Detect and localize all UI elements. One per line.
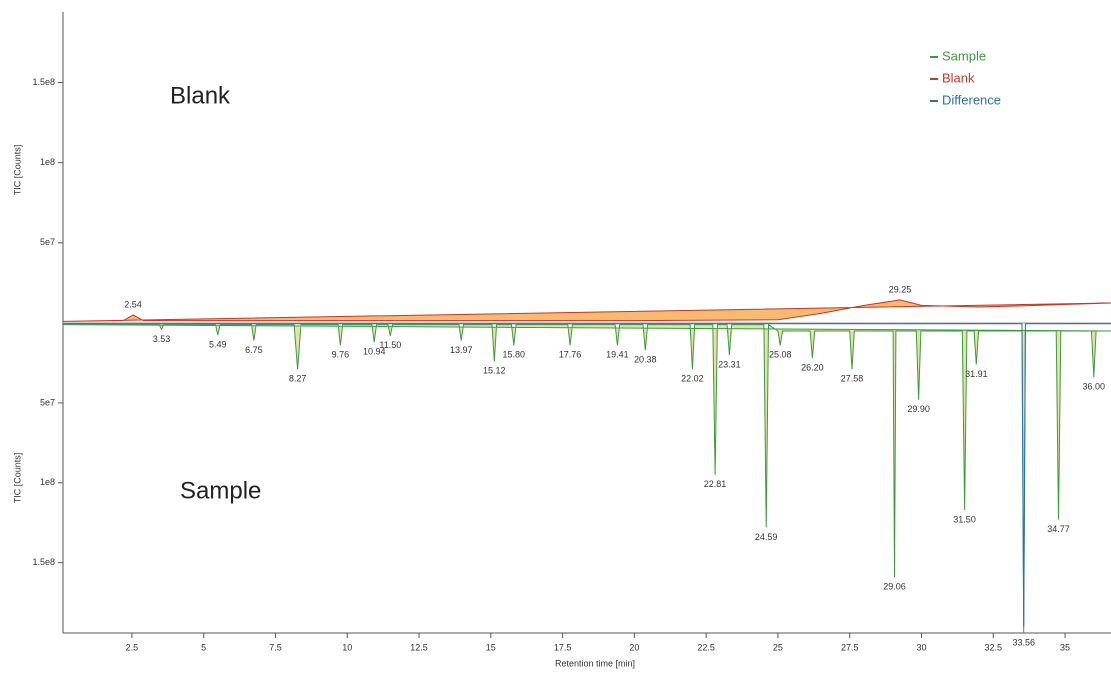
x-tick-label: 22.5 [697,642,715,652]
x-tick-label: 32.5 [985,642,1003,652]
peak-label: 25.08 [769,350,792,360]
peak-label: 29.90 [907,404,930,414]
peak-label: 10.94 [363,347,386,357]
y2-tick-label: 1.5e8 [32,557,55,567]
peak-label: 34.77 [1047,524,1070,534]
y-tick-label: 1.5e8 [32,77,55,87]
x-tick-label: 2.5 [126,642,139,652]
peak-label: 29.25 [889,284,912,294]
peak-label: 22.81 [704,479,727,489]
x-tick-label: 35 [1060,642,1070,652]
peak-label: 6.75 [245,345,263,355]
x-tick-label: 15 [486,642,496,652]
series-line [62,323,1111,634]
peak-label: 36.00 [1083,382,1106,392]
peak-label: 15.80 [503,350,526,360]
peak-label: 33.56 [1012,637,1035,647]
legend-label: Difference [942,92,1001,107]
y2-tick-label: 1e8 [40,477,55,487]
y-tick-label: 5e7 [40,237,55,247]
blank-annotation: Blank [170,82,231,109]
x-tick-label: 7.5 [269,642,282,652]
peak-label: 31.50 [953,514,976,524]
x-tick-label: 5 [201,642,206,652]
x-tick-label: 30 [916,642,926,652]
peak-label: 15.12 [483,366,506,376]
x-axis-label: Retention time [min] [555,658,635,668]
peak-label: 5.49 [209,339,227,349]
y2-tick-label: 5e7 [40,397,55,407]
x-tick-label: 20 [629,642,639,652]
peak-label: 23.31 [718,359,741,369]
y-axis-label: TIC [Counts] [12,145,22,196]
peak-label: 27.58 [841,374,864,384]
x-tick-label: 12.5 [410,642,428,652]
peak-label: 26.20 [801,363,824,373]
x-tick-label: 10 [342,642,352,652]
peak-label: 24.59 [755,532,778,542]
y-tick-label: 1e8 [40,157,55,167]
peak-label: 9.76 [332,350,350,360]
peak-label: 17.76 [559,350,582,360]
peak-label: 11.50 [379,340,401,350]
peak-label: 3.53 [153,334,171,344]
series-line [63,323,1111,627]
peak-label: 29.06 [883,581,906,591]
peak-label: 31.91 [965,369,988,379]
series-line [62,299,1111,322]
peak-label: 2.54 [124,299,142,309]
x-tick-label: 17.5 [554,642,572,652]
x-tick-label: 25 [773,642,783,652]
y2-axis-label: TIC [Counts] [12,453,22,504]
peak-label: 20.38 [634,355,657,365]
legend-label: Blank [942,70,975,85]
peak-label: 19.41 [606,350,629,360]
peak-label: 22.02 [681,374,704,384]
x-tick-label: 27.5 [841,642,859,652]
peak-label: 13.97 [450,345,473,355]
legend-label: Sample [942,48,986,63]
sample-annotation: Sample [180,477,261,504]
peak-label: 8.27 [289,374,307,384]
